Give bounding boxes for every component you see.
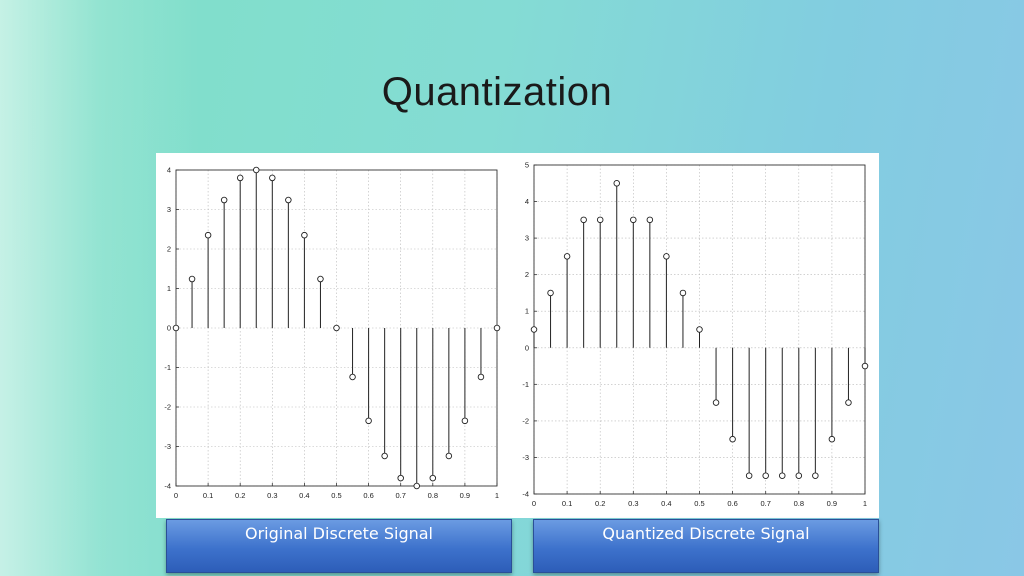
y-tick-label: 4 — [525, 197, 529, 206]
original-signal-chart: 0 0.1 0.2 0.3 0.4 0.5 0.6 0.7 0.8 0.9 1 -4 -3 -2 -1 0 1 2… — [156, 153, 514, 518]
y-tick-label: 1 — [525, 307, 529, 316]
stem-marker — [301, 231, 308, 239]
x-tick-label: 0.2 — [235, 491, 245, 500]
stem-marker — [204, 231, 212, 239]
y-tick-label: 2 — [525, 270, 529, 279]
stem-marker — [613, 180, 620, 187]
stem-marker — [381, 452, 388, 460]
stem-marker — [349, 373, 356, 381]
stem-marker — [493, 324, 501, 332]
stem-marker — [220, 196, 228, 204]
stem-marker — [477, 373, 485, 381]
page-title: Quantization — [381, 70, 613, 114]
y-tick-label: -3 — [522, 453, 529, 462]
x-tick-label: 0.1 — [562, 499, 572, 508]
x-tick-label: 0 — [174, 491, 178, 500]
quantized-signal-chart: 0 0.1 0.2 0.3 0.4 0.5 0.6 0.7 0.8 0.9 1 -4 -3 -2 -1 0 1 2… — [513, 153, 879, 518]
y-tick-label: -4 — [522, 490, 529, 499]
x-tick-label: 0.9 — [460, 491, 470, 500]
x-tick-label: 0.2 — [595, 499, 605, 508]
y-tick-label: -1 — [164, 363, 171, 372]
stem-marker — [779, 472, 786, 479]
x-tick-label: 0 — [532, 499, 536, 508]
stem-marker — [596, 216, 604, 224]
stem-marker — [269, 174, 276, 182]
stem-marker — [333, 324, 340, 332]
y-tick-label: 3 — [525, 234, 529, 243]
x-tick-label: 0.7 — [760, 499, 770, 508]
y-tick-label: 3 — [167, 205, 171, 214]
stem-marker — [317, 275, 324, 283]
stem-marker — [646, 216, 654, 224]
stem-marker — [812, 472, 819, 479]
y-tick-label: 5 — [525, 161, 529, 170]
stem-marker — [365, 417, 372, 425]
y-tick-label: 0 — [167, 324, 171, 333]
x-tick-label: 0.6 — [727, 499, 737, 508]
x-tick-label: 0.8 — [794, 499, 804, 508]
x-tick-label: 0.8 — [428, 491, 438, 500]
stem-marker — [845, 399, 852, 406]
x-tick-label: 0.4 — [299, 491, 309, 500]
stem-marker — [563, 253, 571, 260]
x-tick-label: 1 — [495, 491, 499, 500]
x-tick-label: 0.4 — [661, 499, 671, 508]
stem-marker — [696, 326, 703, 333]
stem-marker — [413, 482, 421, 490]
stem-marker — [745, 472, 753, 479]
x-tick-label: 0.5 — [331, 491, 341, 500]
stem-marker — [445, 452, 453, 460]
y-tick-label: -2 — [164, 403, 171, 412]
y-tick-label: 0 — [525, 343, 529, 352]
stem-marker — [429, 474, 437, 482]
stem-marker — [172, 324, 180, 332]
stem-marker — [663, 253, 670, 260]
x-tick-label: 0.6 — [363, 491, 373, 500]
stem-marker — [729, 435, 736, 443]
stem-marker — [712, 399, 720, 406]
x-tick-label: 0.7 — [395, 491, 405, 500]
stem-marker — [188, 275, 196, 283]
y-tick-label: -4 — [164, 482, 171, 491]
y-tick-label: 2 — [167, 245, 171, 254]
stem-marker — [236, 174, 244, 182]
stem-marker — [252, 166, 260, 174]
stem-marker — [679, 289, 687, 297]
quantized-signal-caption: Quantized Discrete Signal — [533, 519, 879, 573]
stem-marker — [547, 289, 554, 297]
y-tick-label: -1 — [522, 380, 529, 389]
stem-marker — [530, 326, 538, 333]
x-tick-label: 0.9 — [827, 499, 837, 508]
x-tick-label: 1 — [863, 499, 867, 508]
y-tick-label: 4 — [167, 166, 171, 175]
stem-marker — [861, 362, 869, 370]
stem-marker — [795, 472, 803, 479]
quantized-signal-svg: 0 0.1 0.2 0.3 0.4 0.5 0.6 0.7 0.8 0.9 1 -4 -3 -2 -1 0 1 2… — [522, 161, 869, 508]
y-tick-label: -2 — [522, 416, 529, 425]
stem-marker — [828, 435, 836, 443]
stem-marker — [630, 216, 637, 224]
stem-marker — [461, 417, 469, 425]
stem-marker — [580, 216, 587, 224]
x-tick-label: 0.3 — [628, 499, 638, 508]
original-signal-caption: Original Discrete Signal — [166, 519, 512, 573]
stem-marker — [762, 472, 769, 479]
stem-marker — [397, 474, 404, 482]
original-signal-svg: 0 0.1 0.2 0.3 0.4 0.5 0.6 0.7 0.8 0.9 1 -4 -3 -2 -1 0 1 2… — [164, 166, 501, 500]
x-tick-label: 0.3 — [267, 491, 277, 500]
x-tick-label: 0.1 — [203, 491, 213, 500]
stem-marker — [285, 196, 292, 204]
y-tick-label: 1 — [167, 284, 171, 293]
x-tick-label: 0.5 — [694, 499, 704, 508]
y-tick-label: -3 — [164, 442, 171, 451]
